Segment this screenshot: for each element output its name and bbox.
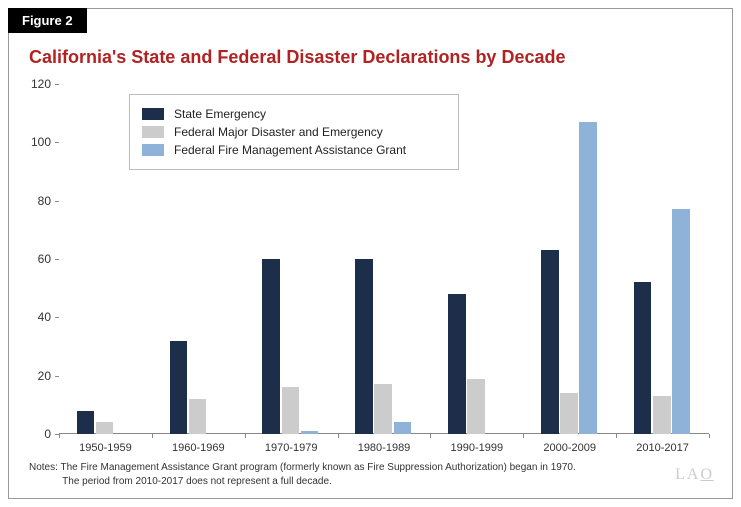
- y-axis-label: 80: [21, 194, 51, 208]
- y-tick: [55, 376, 59, 377]
- x-tick: [709, 434, 710, 438]
- footnotes: Notes: The Fire Management Assistance Gr…: [29, 461, 576, 488]
- legend-label: Federal Major Disaster and Emergency: [174, 125, 383, 139]
- x-axis-label: 1990-1999: [451, 442, 504, 454]
- y-axis-label: 20: [21, 369, 51, 383]
- bar: [374, 384, 392, 434]
- y-axis-label: 60: [21, 252, 51, 266]
- x-tick: [338, 434, 339, 438]
- y-axis-label: 0: [21, 427, 51, 441]
- bar: [189, 399, 207, 434]
- x-tick: [245, 434, 246, 438]
- y-tick: [55, 201, 59, 202]
- watermark: LAO: [675, 466, 714, 484]
- legend-label: Federal Fire Management Assistance Grant: [174, 143, 406, 157]
- x-axis-label: 1980-1989: [358, 442, 411, 454]
- y-tick: [55, 84, 59, 85]
- x-axis-label: 1970-1979: [265, 442, 318, 454]
- bar: [653, 396, 671, 434]
- legend-label: State Emergency: [174, 107, 266, 121]
- legend-box: State Emergency Federal Major Disaster an…: [129, 94, 459, 170]
- y-tick: [55, 259, 59, 260]
- x-axis-label: 1950-1959: [79, 442, 132, 454]
- bar: [672, 209, 690, 434]
- bar: [560, 393, 578, 434]
- y-tick: [55, 317, 59, 318]
- notes-line-1: The Fire Management Assistance Grant pro…: [61, 462, 576, 473]
- bar: [96, 422, 114, 434]
- bar: [282, 387, 300, 434]
- y-axis-label: 40: [21, 310, 51, 324]
- y-axis-label: 100: [21, 135, 51, 149]
- figure-container: Figure 2 California's State and Federal …: [8, 8, 733, 499]
- bar: [301, 431, 319, 434]
- x-tick: [59, 434, 60, 438]
- legend-swatch: [142, 108, 164, 120]
- chart-title: California's State and Federal Disaster …: [29, 47, 565, 68]
- bar: [394, 422, 412, 434]
- bar: [579, 122, 597, 434]
- bar: [541, 250, 559, 434]
- x-axis-label: 1960-1969: [172, 442, 225, 454]
- legend-item: Federal Major Disaster and Emergency: [142, 125, 446, 139]
- bar: [77, 411, 95, 434]
- x-axis-label: 2010-2017: [636, 442, 689, 454]
- bar: [467, 379, 485, 434]
- bar: [262, 259, 280, 434]
- y-tick: [55, 142, 59, 143]
- legend-item: State Emergency: [142, 107, 446, 121]
- bar: [448, 294, 466, 434]
- x-tick: [152, 434, 153, 438]
- x-tick: [523, 434, 524, 438]
- notes-prefix: Notes:: [29, 462, 58, 473]
- bar: [634, 282, 652, 434]
- legend-swatch: [142, 144, 164, 156]
- y-axis-label: 120: [21, 77, 51, 91]
- x-tick: [430, 434, 431, 438]
- notes-line-2: The period from 2010-2017 does not repre…: [62, 476, 332, 487]
- figure-tag: Figure 2: [8, 8, 87, 33]
- bar: [170, 341, 188, 434]
- x-axis-label: 2000-2009: [543, 442, 596, 454]
- bar: [355, 259, 373, 434]
- x-tick: [616, 434, 617, 438]
- legend-swatch: [142, 126, 164, 138]
- legend-item: Federal Fire Management Assistance Grant: [142, 143, 446, 157]
